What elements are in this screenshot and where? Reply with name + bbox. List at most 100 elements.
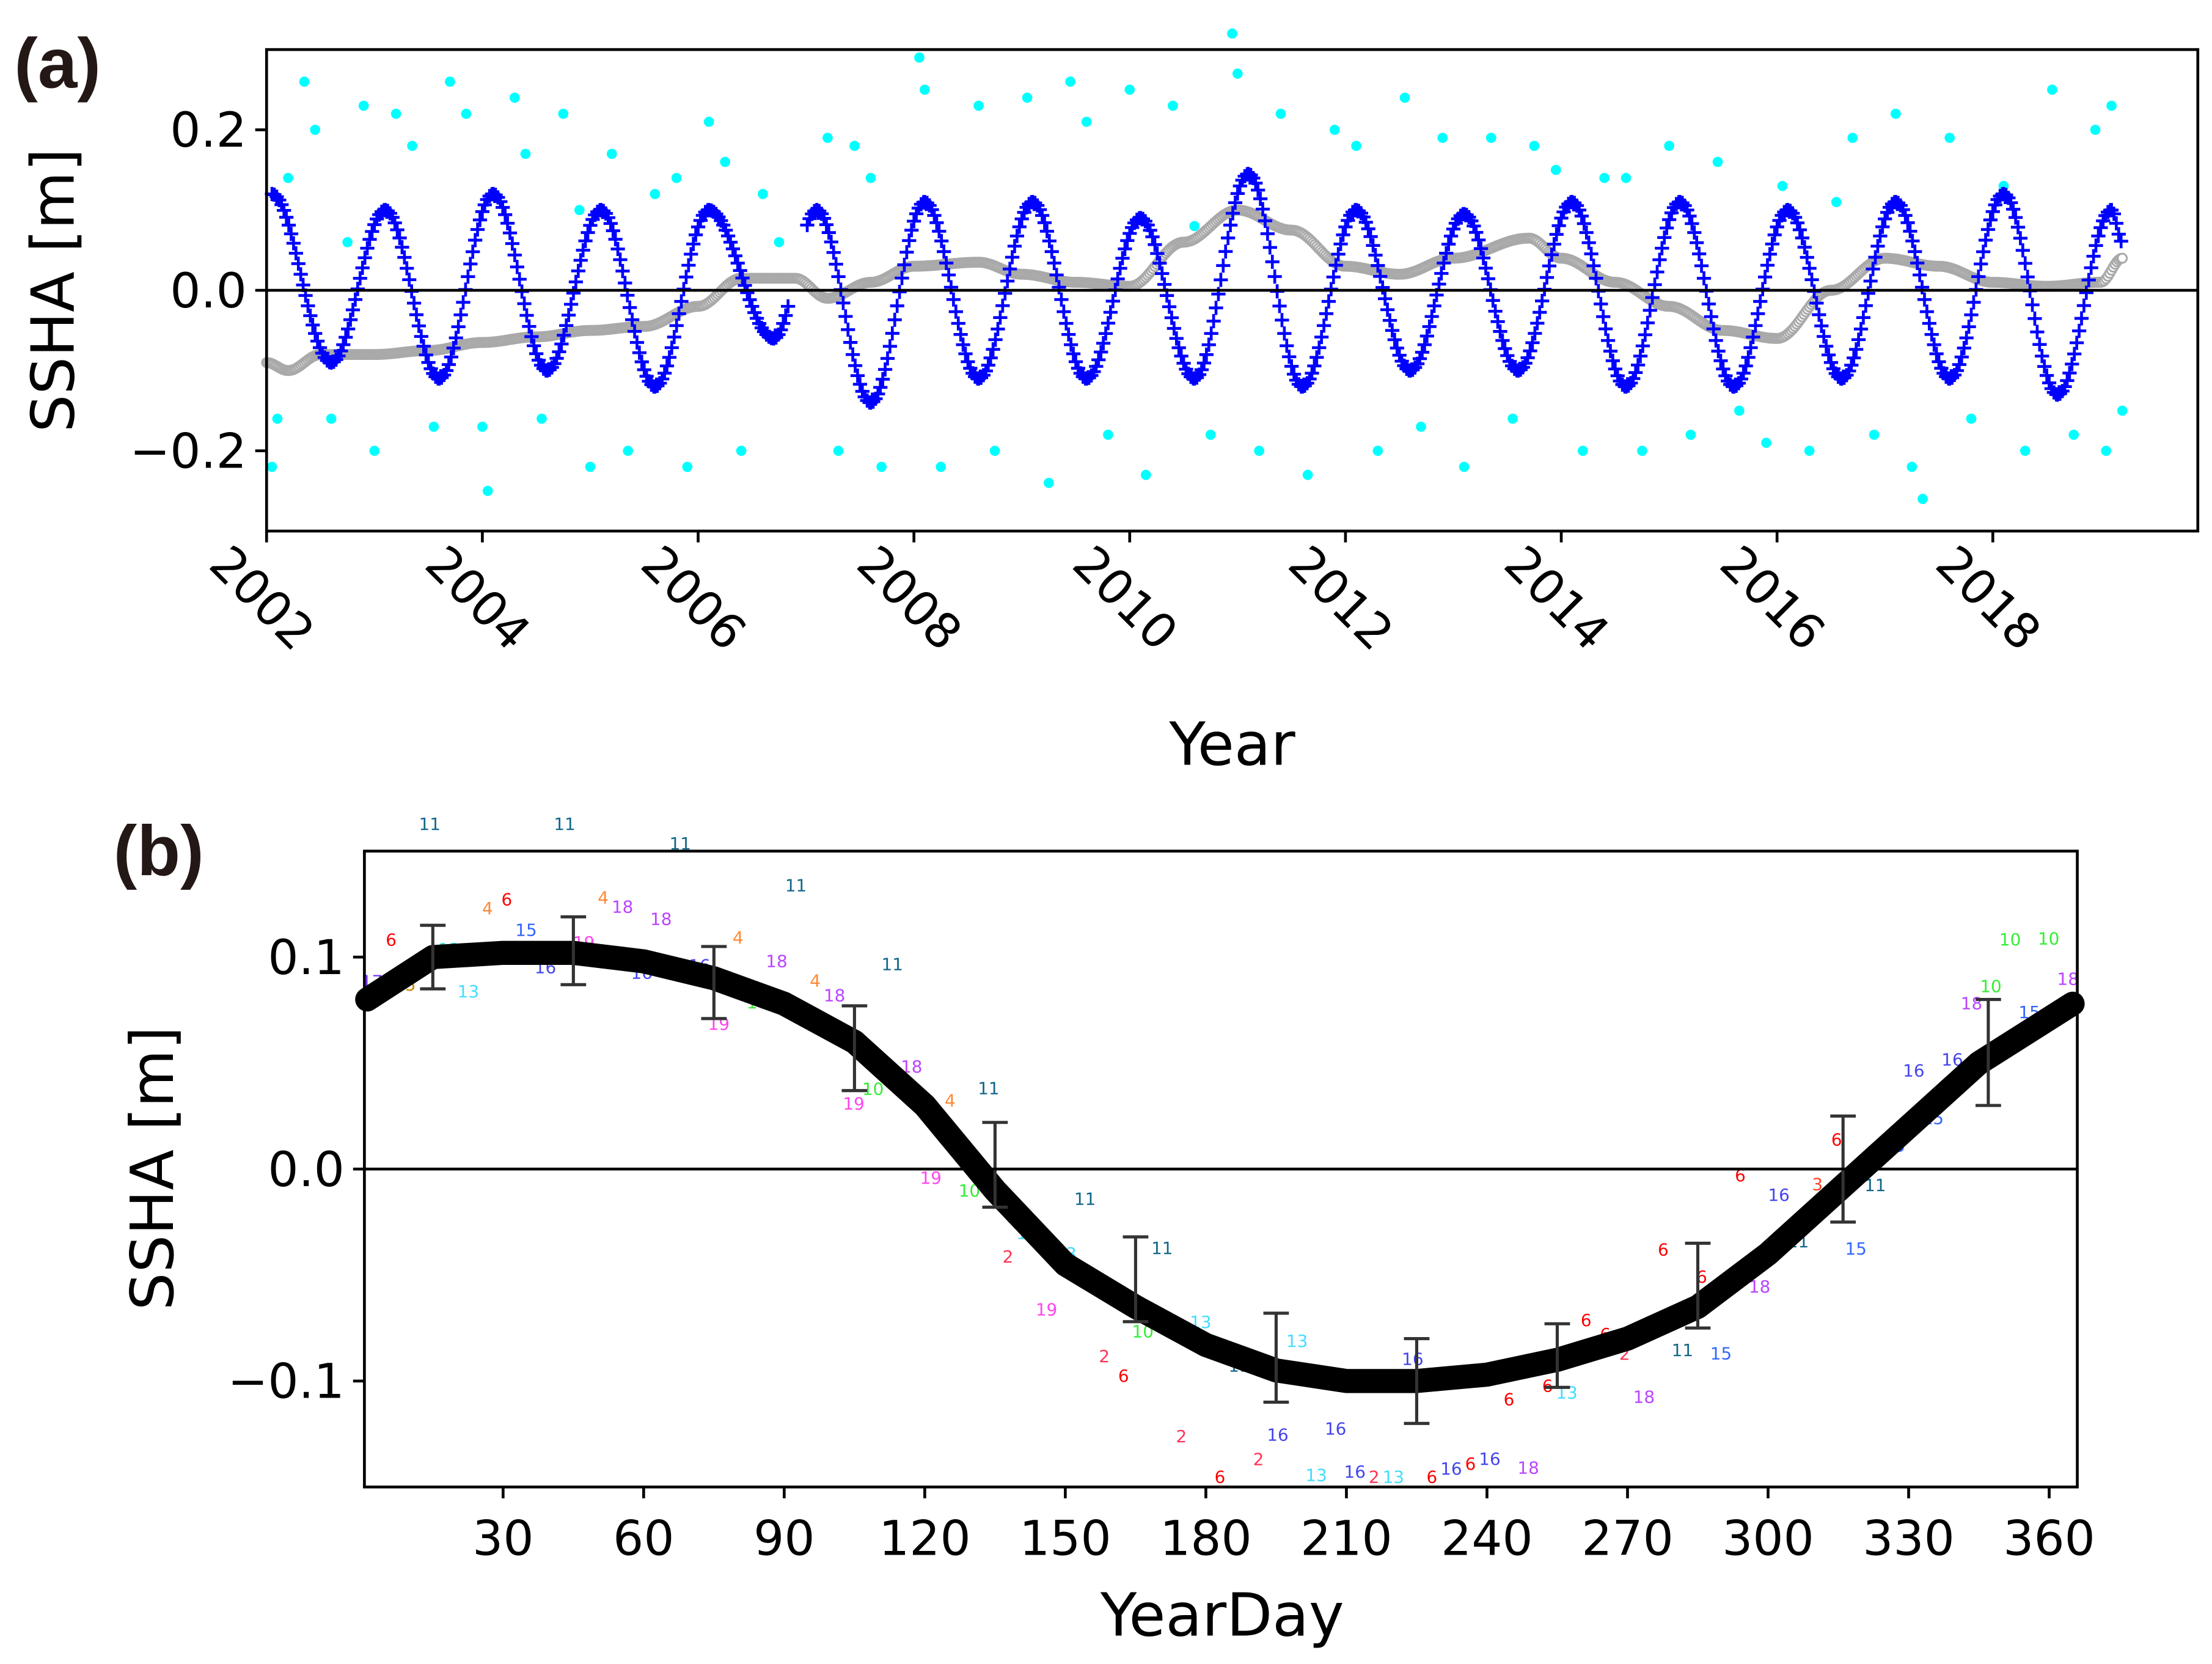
observed-point <box>1734 405 1745 416</box>
year-label: 16 <box>1768 1185 1789 1205</box>
year-label: 15 <box>1845 1239 1867 1259</box>
seasonal-point <box>2109 216 2123 231</box>
seasonal-point <box>885 326 899 341</box>
error-bar <box>1544 1322 1570 1389</box>
observed-point <box>1831 197 1842 207</box>
seasonal-point <box>286 236 301 251</box>
seasonal-point <box>657 366 672 381</box>
seasonal-point <box>733 263 747 278</box>
seasonal-point <box>1052 280 1066 295</box>
seasonal-point <box>559 318 574 333</box>
observed-point <box>537 413 547 424</box>
seasonal-point <box>1603 344 1618 359</box>
observed-point <box>342 236 353 247</box>
observed-point <box>1637 445 1647 456</box>
seasonal-point <box>1821 348 1836 362</box>
seasonal-point <box>2114 234 2128 249</box>
seasonal-point <box>1961 320 1976 334</box>
error-bar <box>1404 1336 1430 1425</box>
seasonal-point <box>1061 327 1076 342</box>
year-label: 10 <box>1980 977 2001 997</box>
observed-point <box>310 125 321 135</box>
seasonal-point <box>1098 326 1113 341</box>
seasonal-point <box>1439 246 1454 260</box>
observed-point <box>650 189 661 199</box>
seasonal-point <box>387 216 402 230</box>
seasonal-point <box>1495 333 1510 348</box>
seasonal-point <box>877 362 893 377</box>
observed-point <box>1578 445 1588 456</box>
seasonal-point <box>301 298 315 313</box>
seasonal-point <box>2079 285 2093 300</box>
panel-a-ylabel: SSHA [m] <box>19 148 88 433</box>
seasonal-point <box>341 321 356 336</box>
seasonal-point <box>1066 346 1081 361</box>
x-tick-label: 150 <box>1019 1511 1111 1567</box>
seasonal-point <box>1579 225 1594 240</box>
seasonal-point <box>502 225 518 240</box>
seasonal-point <box>1164 310 1179 325</box>
seasonal-point <box>444 350 458 364</box>
seasonal-point <box>735 271 750 285</box>
seasonal-point <box>1985 204 2000 219</box>
seasonal-point <box>1481 271 1495 286</box>
seasonal-point <box>1809 296 1824 310</box>
observed-point <box>510 92 520 103</box>
seasonal-point <box>769 330 783 345</box>
seasonal-point <box>1917 292 1932 307</box>
seasonal-point <box>1115 251 1130 266</box>
seasonal-point <box>821 225 836 240</box>
seasonal-point <box>1196 356 1212 370</box>
seasonal-point <box>1321 294 1336 309</box>
seasonal-point <box>397 250 412 265</box>
seasonal-point <box>812 203 827 218</box>
year-label: 2 <box>1369 1467 1380 1487</box>
seasonal-point <box>1594 296 1608 312</box>
seasonal-point <box>1216 258 1231 273</box>
observed-point <box>1685 430 1696 440</box>
seasonal-point <box>1476 251 1491 265</box>
seasonal-point <box>690 219 706 234</box>
seasonal-point <box>728 249 742 263</box>
seasonal-point <box>2071 323 2087 339</box>
seasonal-point <box>1539 270 1555 285</box>
seasonal-point <box>1533 305 1547 320</box>
seasonal-point <box>1932 354 1946 369</box>
error-bar <box>420 923 446 991</box>
seasonal-point <box>1908 244 1922 259</box>
seasonal-point <box>1868 250 1883 265</box>
seasonal-point <box>1792 222 1807 237</box>
seasonal-point <box>866 394 881 409</box>
year-label: 19 <box>843 1093 864 1113</box>
seasonal-point <box>824 235 838 249</box>
observed-point <box>1621 172 1632 183</box>
seasonal-point <box>927 208 942 223</box>
seasonal-point <box>1228 196 1243 210</box>
seasonal-point <box>1148 237 1162 252</box>
seasonal-point <box>1954 350 1969 364</box>
seasonal-point <box>2089 238 2103 253</box>
seasonal-point <box>1802 261 1817 276</box>
seasonal-point <box>573 253 588 268</box>
seasonal-point <box>845 347 860 362</box>
observed-point <box>1761 438 1771 448</box>
seasonal-point <box>1704 309 1718 324</box>
seasonal-point <box>819 218 834 232</box>
seasonal-point <box>606 223 620 238</box>
seasonal-point <box>552 345 566 359</box>
observed-point <box>1227 28 1237 39</box>
seasonal-point <box>2106 207 2122 221</box>
year-label: 4 <box>810 971 821 991</box>
seasonal-point <box>1853 321 1869 336</box>
seasonal-point <box>1746 329 1760 345</box>
seasonal-point <box>1753 294 1768 309</box>
panel-a-xlabel: Year <box>1168 709 1295 779</box>
seasonal-point <box>1368 247 1383 263</box>
seasonal-point <box>1640 315 1655 330</box>
observed-point <box>1529 141 1540 152</box>
seasonal-point <box>1812 307 1826 322</box>
observed-point <box>1140 469 1151 480</box>
seasonal-point <box>293 267 308 282</box>
seasonal-point <box>679 269 694 284</box>
seasonal-point <box>343 312 358 327</box>
